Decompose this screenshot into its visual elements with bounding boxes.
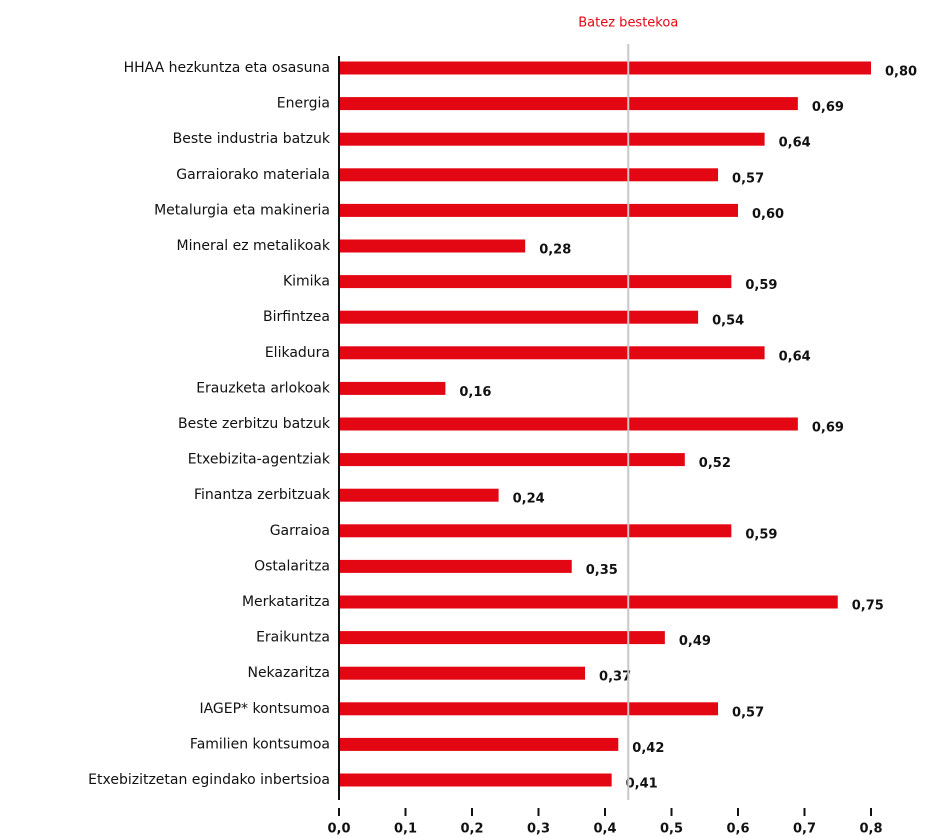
value-label: 0,28 (539, 243, 571, 258)
x-tick-label: 0,6 (726, 822, 749, 837)
y-tick-label: IAGEP* kontsumoa (199, 701, 330, 717)
y-tick-label: Familien kontsumoa (190, 736, 330, 752)
y-tick-label: Etxebizita-agentziak (188, 452, 331, 468)
y-tick-label: Garraiorako materiala (176, 167, 330, 183)
bar (339, 346, 765, 360)
bar (339, 381, 446, 395)
bar (339, 310, 699, 324)
bar (339, 239, 526, 253)
reference-label: Batez bestekoa (578, 16, 678, 31)
bar (339, 168, 719, 182)
value-label: 0,16 (459, 385, 491, 400)
bar (339, 453, 685, 467)
x-tick-label: 0,2 (460, 822, 483, 837)
value-label: 0,42 (632, 741, 664, 756)
bar (339, 203, 738, 217)
value-label: 0,54 (712, 314, 744, 329)
y-tick-label: Birfintzea (263, 309, 330, 325)
y-tick-label: Beste industria batzuk (173, 131, 331, 147)
bar (339, 559, 572, 573)
value-label: 0,24 (513, 492, 545, 507)
value-label: 0,64 (779, 136, 811, 151)
value-label: 0,59 (745, 278, 777, 293)
value-label: 0,69 (812, 421, 844, 436)
bar (339, 132, 765, 146)
y-tick-label: Mineral ez metalikoak (176, 238, 330, 254)
value-label: 0,59 (745, 527, 777, 542)
bar (339, 97, 798, 111)
y-tick-label: Etxebizitzetan egindako inbertsioa (88, 772, 330, 788)
value-label: 0,64 (779, 349, 811, 364)
x-tick-label: 0,1 (394, 822, 417, 837)
y-tick-label: Merkataritza (242, 594, 330, 610)
value-label: 0,69 (812, 100, 844, 115)
x-tick-label: 0,8 (859, 822, 882, 837)
x-tick-label: 0,4 (593, 822, 616, 837)
bar (339, 631, 665, 645)
x-tick-label: 0,7 (793, 822, 816, 837)
x-tick-label: 0,5 (660, 822, 683, 837)
value-label: 0,57 (732, 705, 764, 720)
y-tick-label: HHAA hezkuntza eta osasuna (124, 60, 330, 76)
bar (339, 737, 619, 751)
bar (339, 417, 798, 431)
value-label: 0,75 (852, 599, 884, 614)
x-tick-label: 0,3 (527, 822, 550, 837)
value-label: 0,49 (679, 634, 711, 649)
y-tick-label: Elikadura (265, 345, 330, 361)
y-tick-label: Nekazaritza (247, 665, 330, 681)
y-tick-label: Erauzketa arlokoak (196, 380, 331, 396)
bar (339, 702, 719, 716)
bar (339, 524, 732, 538)
bar (339, 61, 871, 75)
y-tick-label: Kimika (283, 274, 330, 290)
bar (339, 488, 499, 502)
y-tick-label: Eraikuntza (256, 630, 330, 646)
y-tick-label: Garraioa (270, 523, 330, 539)
y-tick-label: Metalurgia eta makineria (154, 202, 330, 218)
value-label: 0,35 (586, 563, 618, 578)
value-label: 0,37 (599, 670, 631, 685)
value-label: 0,41 (626, 777, 658, 792)
bar (339, 595, 838, 609)
y-tick-label: Ostalaritza (254, 558, 330, 574)
y-tick-label: Beste zerbitzu batzuk (178, 416, 331, 432)
value-label: 0,80 (885, 65, 917, 80)
value-label: 0,57 (732, 171, 764, 186)
bar (339, 773, 612, 787)
y-tick-label: Energia (277, 96, 330, 112)
value-label: 0,60 (752, 207, 784, 222)
bar (339, 275, 732, 289)
bar (339, 666, 586, 680)
y-tick-label: Finantza zerbitzuak (194, 487, 331, 503)
value-label: 0,52 (699, 456, 731, 471)
x-tick-label: 0,0 (327, 822, 350, 837)
